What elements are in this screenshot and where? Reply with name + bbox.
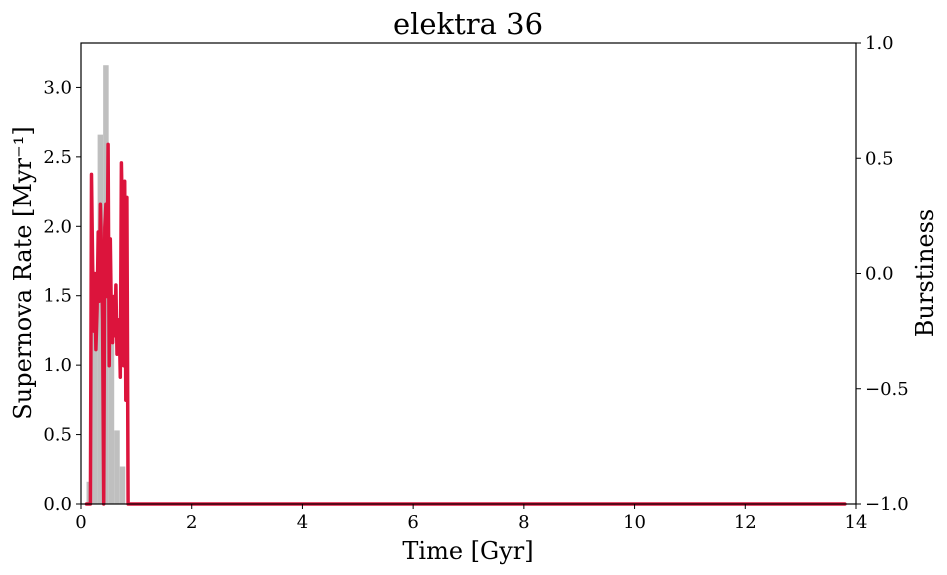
- x-tick-label: 8: [518, 512, 529, 533]
- y2-tick-label: −1.0: [865, 494, 909, 515]
- histogram-bar: [119, 466, 126, 504]
- histogram-bar: [92, 319, 98, 504]
- y-axis-label: Supernova Rate [Myr⁻¹]: [9, 126, 37, 419]
- y-tick-label: 2.0: [43, 216, 72, 237]
- y-axis-ticks: 0.0 0.5 1.0 1.5 2.0 2.5 3.0: [43, 77, 81, 515]
- y-tick-label: 1.5: [43, 286, 72, 307]
- y-tick-label: 2.5: [43, 147, 72, 168]
- burstiness-line: [84, 142, 847, 506]
- x-tick-label: 2: [186, 512, 197, 533]
- x-tick-label: 0: [75, 512, 86, 533]
- y2-axis-label: Burstiness: [911, 209, 939, 338]
- chart-title: elektra 36: [393, 7, 543, 41]
- y2-axis-ticks: −1.0 −0.5 0.0 0.5 1.0: [856, 33, 909, 515]
- x-tick-label: 14: [845, 512, 868, 533]
- y-tick-label: 0.5: [43, 425, 72, 446]
- x-tick-label: 6: [407, 512, 418, 533]
- x-tick-label: 4: [297, 512, 308, 533]
- plot-area: [80, 42, 857, 506]
- plot-background: [81, 43, 856, 504]
- y-tick-label: 1.0: [43, 355, 72, 376]
- y2-tick-label: 0.5: [865, 148, 894, 169]
- histogram-bar: [114, 430, 120, 504]
- y2-tick-label: −0.5: [865, 379, 909, 400]
- y2-tick-label: 0.0: [865, 264, 894, 285]
- x-tick-label: 10: [623, 512, 646, 533]
- x-axis-label: Time [Gyr]: [402, 537, 533, 565]
- histogram-bar: [97, 134, 104, 504]
- y2-tick-label: 1.0: [865, 33, 894, 54]
- x-tick-label: 12: [734, 512, 757, 533]
- x-axis-ticks: 0 2 4 6 8 10 12 14: [75, 504, 867, 533]
- histogram-bar: [108, 319, 115, 504]
- y-tick-label: 0.0: [43, 494, 72, 515]
- y-tick-label: 3.0: [43, 77, 72, 98]
